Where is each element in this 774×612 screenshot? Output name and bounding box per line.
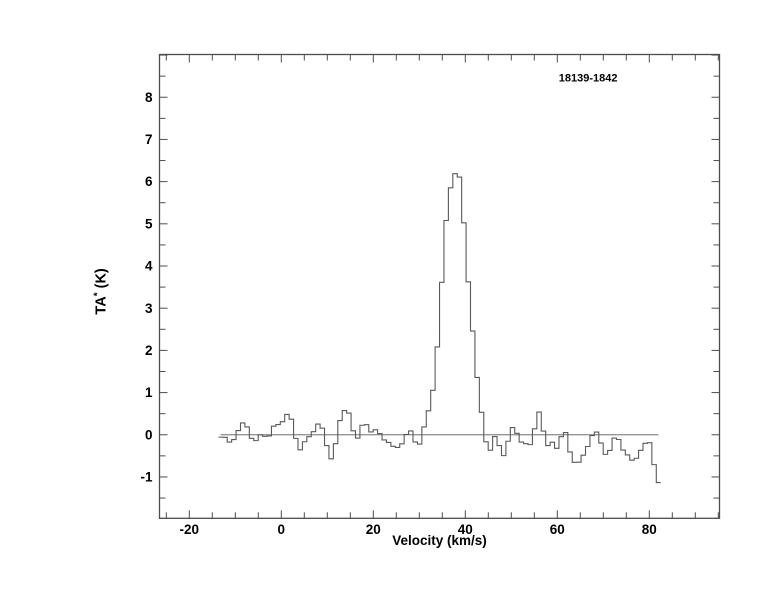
svg-text:7: 7 bbox=[145, 132, 153, 147]
svg-text:5: 5 bbox=[145, 216, 153, 231]
svg-text:Velocity (km/s): Velocity (km/s) bbox=[392, 533, 487, 548]
svg-text:0: 0 bbox=[278, 522, 286, 537]
svg-text:60: 60 bbox=[550, 522, 565, 537]
svg-text:TA* (K): TA* (K) bbox=[92, 268, 110, 315]
svg-text:1: 1 bbox=[145, 385, 153, 400]
svg-text:-1: -1 bbox=[140, 470, 152, 485]
svg-text:80: 80 bbox=[642, 522, 657, 537]
svg-text:4: 4 bbox=[145, 259, 153, 274]
svg-text:3: 3 bbox=[145, 301, 153, 316]
svg-text:8: 8 bbox=[145, 90, 153, 105]
svg-text:6: 6 bbox=[145, 174, 153, 189]
svg-text:20: 20 bbox=[366, 522, 381, 537]
svg-text:18139-1842: 18139-1842 bbox=[559, 72, 618, 84]
svg-text:-20: -20 bbox=[180, 522, 200, 537]
svg-text:0: 0 bbox=[145, 427, 153, 442]
svg-text:2: 2 bbox=[145, 343, 153, 358]
